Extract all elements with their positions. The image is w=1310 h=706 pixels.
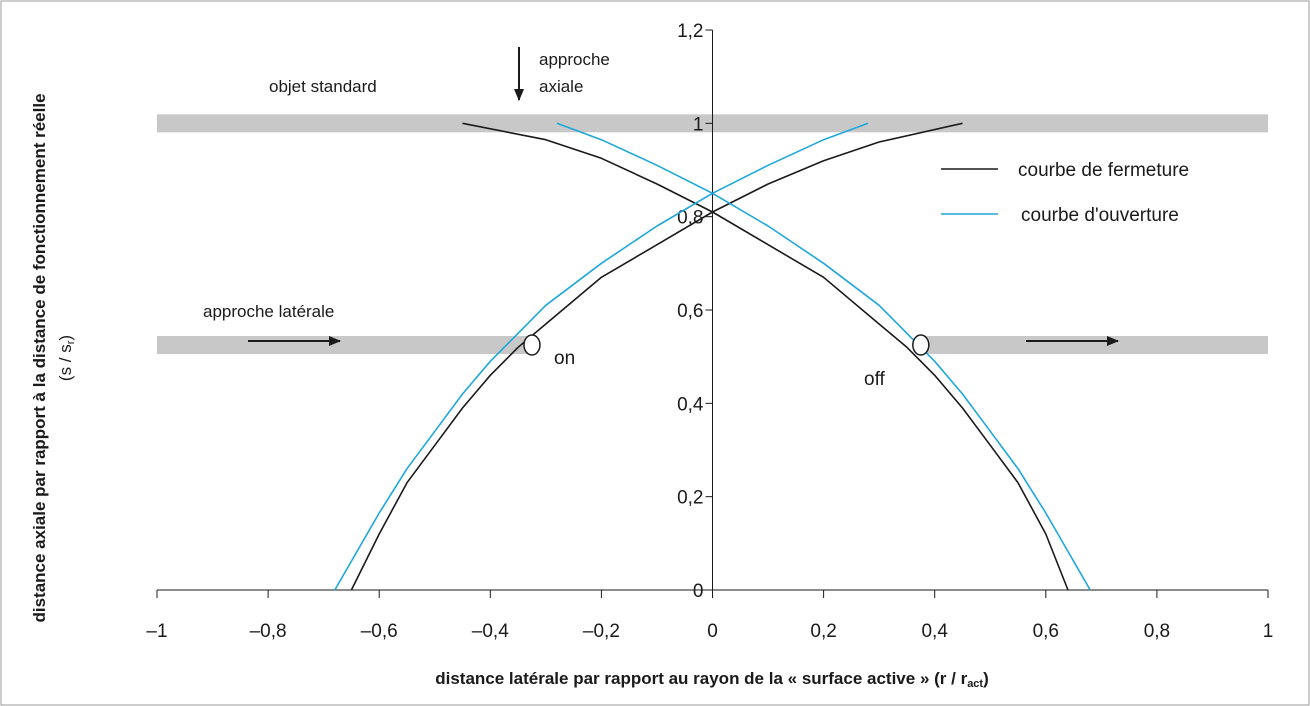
legend-label-ouverture: courbe d'ouverture	[1021, 205, 1179, 226]
annotation-objet-standard: objet standard	[269, 77, 377, 96]
series-line-0	[350, 122, 963, 591]
x-axis-title-close: )	[983, 669, 989, 688]
legend-label-fermeture: courbe de fermeture	[1018, 160, 1189, 181]
y-axis-subtitle: (s / sr)	[56, 335, 77, 381]
y-tick-label-2: 0,4	[677, 394, 704, 415]
band-1	[157, 336, 530, 354]
switch-point-off	[912, 334, 930, 356]
x-tick-label-10: 1	[1263, 621, 1274, 642]
x-tick-label-1: –0,8	[250, 621, 287, 642]
x-tick-label-5: 0	[707, 621, 718, 642]
y-tick-label-1: 0,2	[677, 488, 703, 509]
x-tick-label-3: –0,4	[472, 621, 509, 642]
x-tick-label-4: –0,2	[583, 621, 620, 642]
annotation-on: on	[554, 348, 575, 369]
annotation-off: off	[864, 369, 886, 390]
band-2	[918, 336, 1268, 354]
y-tick-label-0: 0	[693, 581, 704, 602]
x-axis-title-subscript: act	[967, 678, 983, 690]
x-tick-label-0: –1	[146, 621, 167, 642]
annotation-approche-laterale: approche latérale	[203, 302, 334, 321]
x-tick-label-7: 0,4	[921, 621, 948, 642]
series-line-2	[334, 122, 869, 591]
x-tick-label-9: 0,8	[1144, 621, 1170, 642]
switch-point-on	[523, 334, 541, 356]
y-axis-subtitle-close: )	[56, 335, 75, 341]
x-axis-title-main: distance latérale par rapport au rayon d…	[435, 669, 967, 688]
series-line-1	[462, 122, 1069, 591]
axes-layer: –1 –0,8 –0,6 –0,4 –0,2 0 0,2 0,4 0,6 0,8 1 0 0,2 0,4 0…	[146, 21, 1273, 642]
curves-layer	[334, 122, 1091, 591]
series-line-3	[556, 122, 1091, 591]
y-axis-title: distance axiale par rapport à la distanc…	[30, 93, 49, 622]
y-tick-label-3: 0,6	[677, 301, 703, 322]
x-tick-label-6: 0,2	[810, 621, 836, 642]
y-tick-label-6: 1,2	[677, 21, 703, 42]
x-tick-label-2: –0,6	[361, 621, 398, 642]
marks-layer	[523, 334, 930, 356]
legend: courbe de fermeture courbe d'ouverture	[941, 160, 1189, 226]
x-axis-title: distance latérale par rapport au rayon d…	[435, 669, 989, 690]
y-tick-label-4: 0,8	[677, 208, 703, 229]
y-axis-subtitle-subscript: r	[65, 340, 77, 344]
x-tick-label-8: 0,6	[1033, 621, 1059, 642]
annotation-approche-axiale-line2: axiale	[539, 77, 583, 96]
y-axis-subtitle-main: (s / s	[56, 344, 75, 381]
annotation-approche-axiale-line1: approche	[539, 50, 610, 69]
y-tick-label-5: 1	[693, 114, 704, 135]
